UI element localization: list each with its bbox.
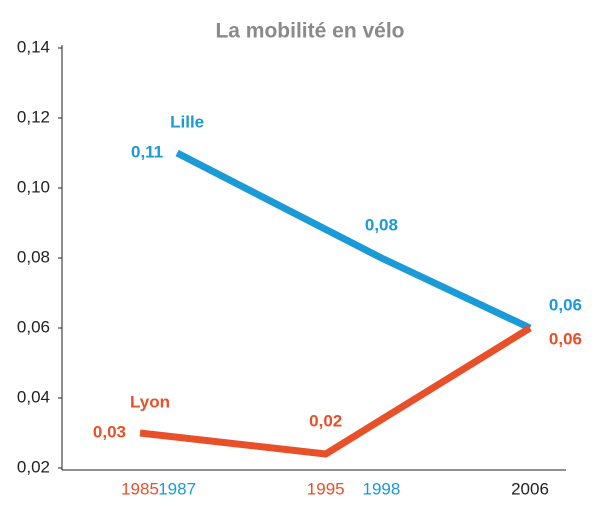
y-tick-label: 0,08 (17, 247, 50, 266)
data-label: 0,06 (549, 329, 582, 348)
data-label: 0,03 (93, 422, 126, 441)
x-tick-label: 2006 (511, 479, 549, 498)
chart-title: La mobilité en vélo (215, 20, 404, 43)
series-label: Lyon (130, 392, 170, 411)
series-label: Lille (170, 112, 204, 131)
y-tick-label: 0,10 (17, 177, 50, 196)
y-tick-label: 0,14 (17, 37, 50, 56)
x-tick-label: 1995 (307, 479, 345, 498)
x-tick-label: 1985 (121, 479, 159, 498)
data-label: 0,02 (309, 411, 342, 430)
line-series (139, 325, 532, 458)
x-tick-label: 1998 (363, 479, 401, 498)
y-tick-label: 0,02 (17, 457, 50, 476)
data-label: 0,06 (549, 295, 582, 314)
data-label: 0,11 (131, 142, 163, 161)
y-tick-label: 0,06 (17, 317, 50, 336)
x-tick-label: 1987 (158, 479, 196, 498)
data-label: 0,08 (365, 215, 398, 234)
line-series (175, 149, 532, 332)
y-tick-label: 0,12 (17, 107, 50, 126)
y-tick-label: 0,04 (17, 387, 50, 406)
